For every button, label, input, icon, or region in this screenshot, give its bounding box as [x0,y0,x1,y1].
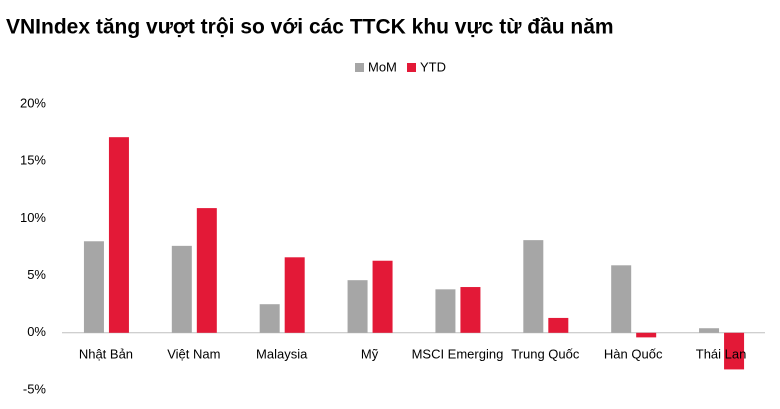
x-tick-label: Mỹ [361,346,379,361]
bar [372,260,393,333]
chart-title: VNIndex tăng vượt trội so với các TTCK k… [6,16,614,39]
x-tick-label: Việt Nam [167,346,220,361]
bar [171,245,192,333]
bar [636,332,657,338]
x-tick-label: Trung Quốc [511,346,580,361]
y-tick-label: 20% [20,95,46,110]
bar [108,137,129,333]
bar [724,332,745,370]
bar [548,317,569,333]
y-tick-label: 5% [27,267,46,282]
bar [347,280,368,333]
bar [611,265,632,333]
bar [699,328,720,333]
x-tick-label: Nhật Bản [79,346,133,361]
bar [259,304,280,333]
legend-swatch [355,63,364,72]
bar [284,257,305,333]
bar [460,287,481,333]
legend-swatch [407,63,416,72]
legend-label: MoM [368,59,397,74]
x-tick-label: Malaysia [256,346,308,361]
bar [83,241,104,333]
y-tick-label: 15% [20,153,46,168]
x-tick-label: Thái Lan [696,346,747,361]
x-tick-label: MSCI Emerging [412,346,504,361]
y-tick-label: 10% [20,210,46,225]
bar [523,240,544,333]
legend-label: YTD [420,59,446,74]
bar [196,208,217,333]
y-tick-label: 0% [27,324,46,339]
bar [435,289,456,333]
y-tick-label: -5% [23,381,47,396]
x-tick-label: Hàn Quốc [604,346,663,361]
